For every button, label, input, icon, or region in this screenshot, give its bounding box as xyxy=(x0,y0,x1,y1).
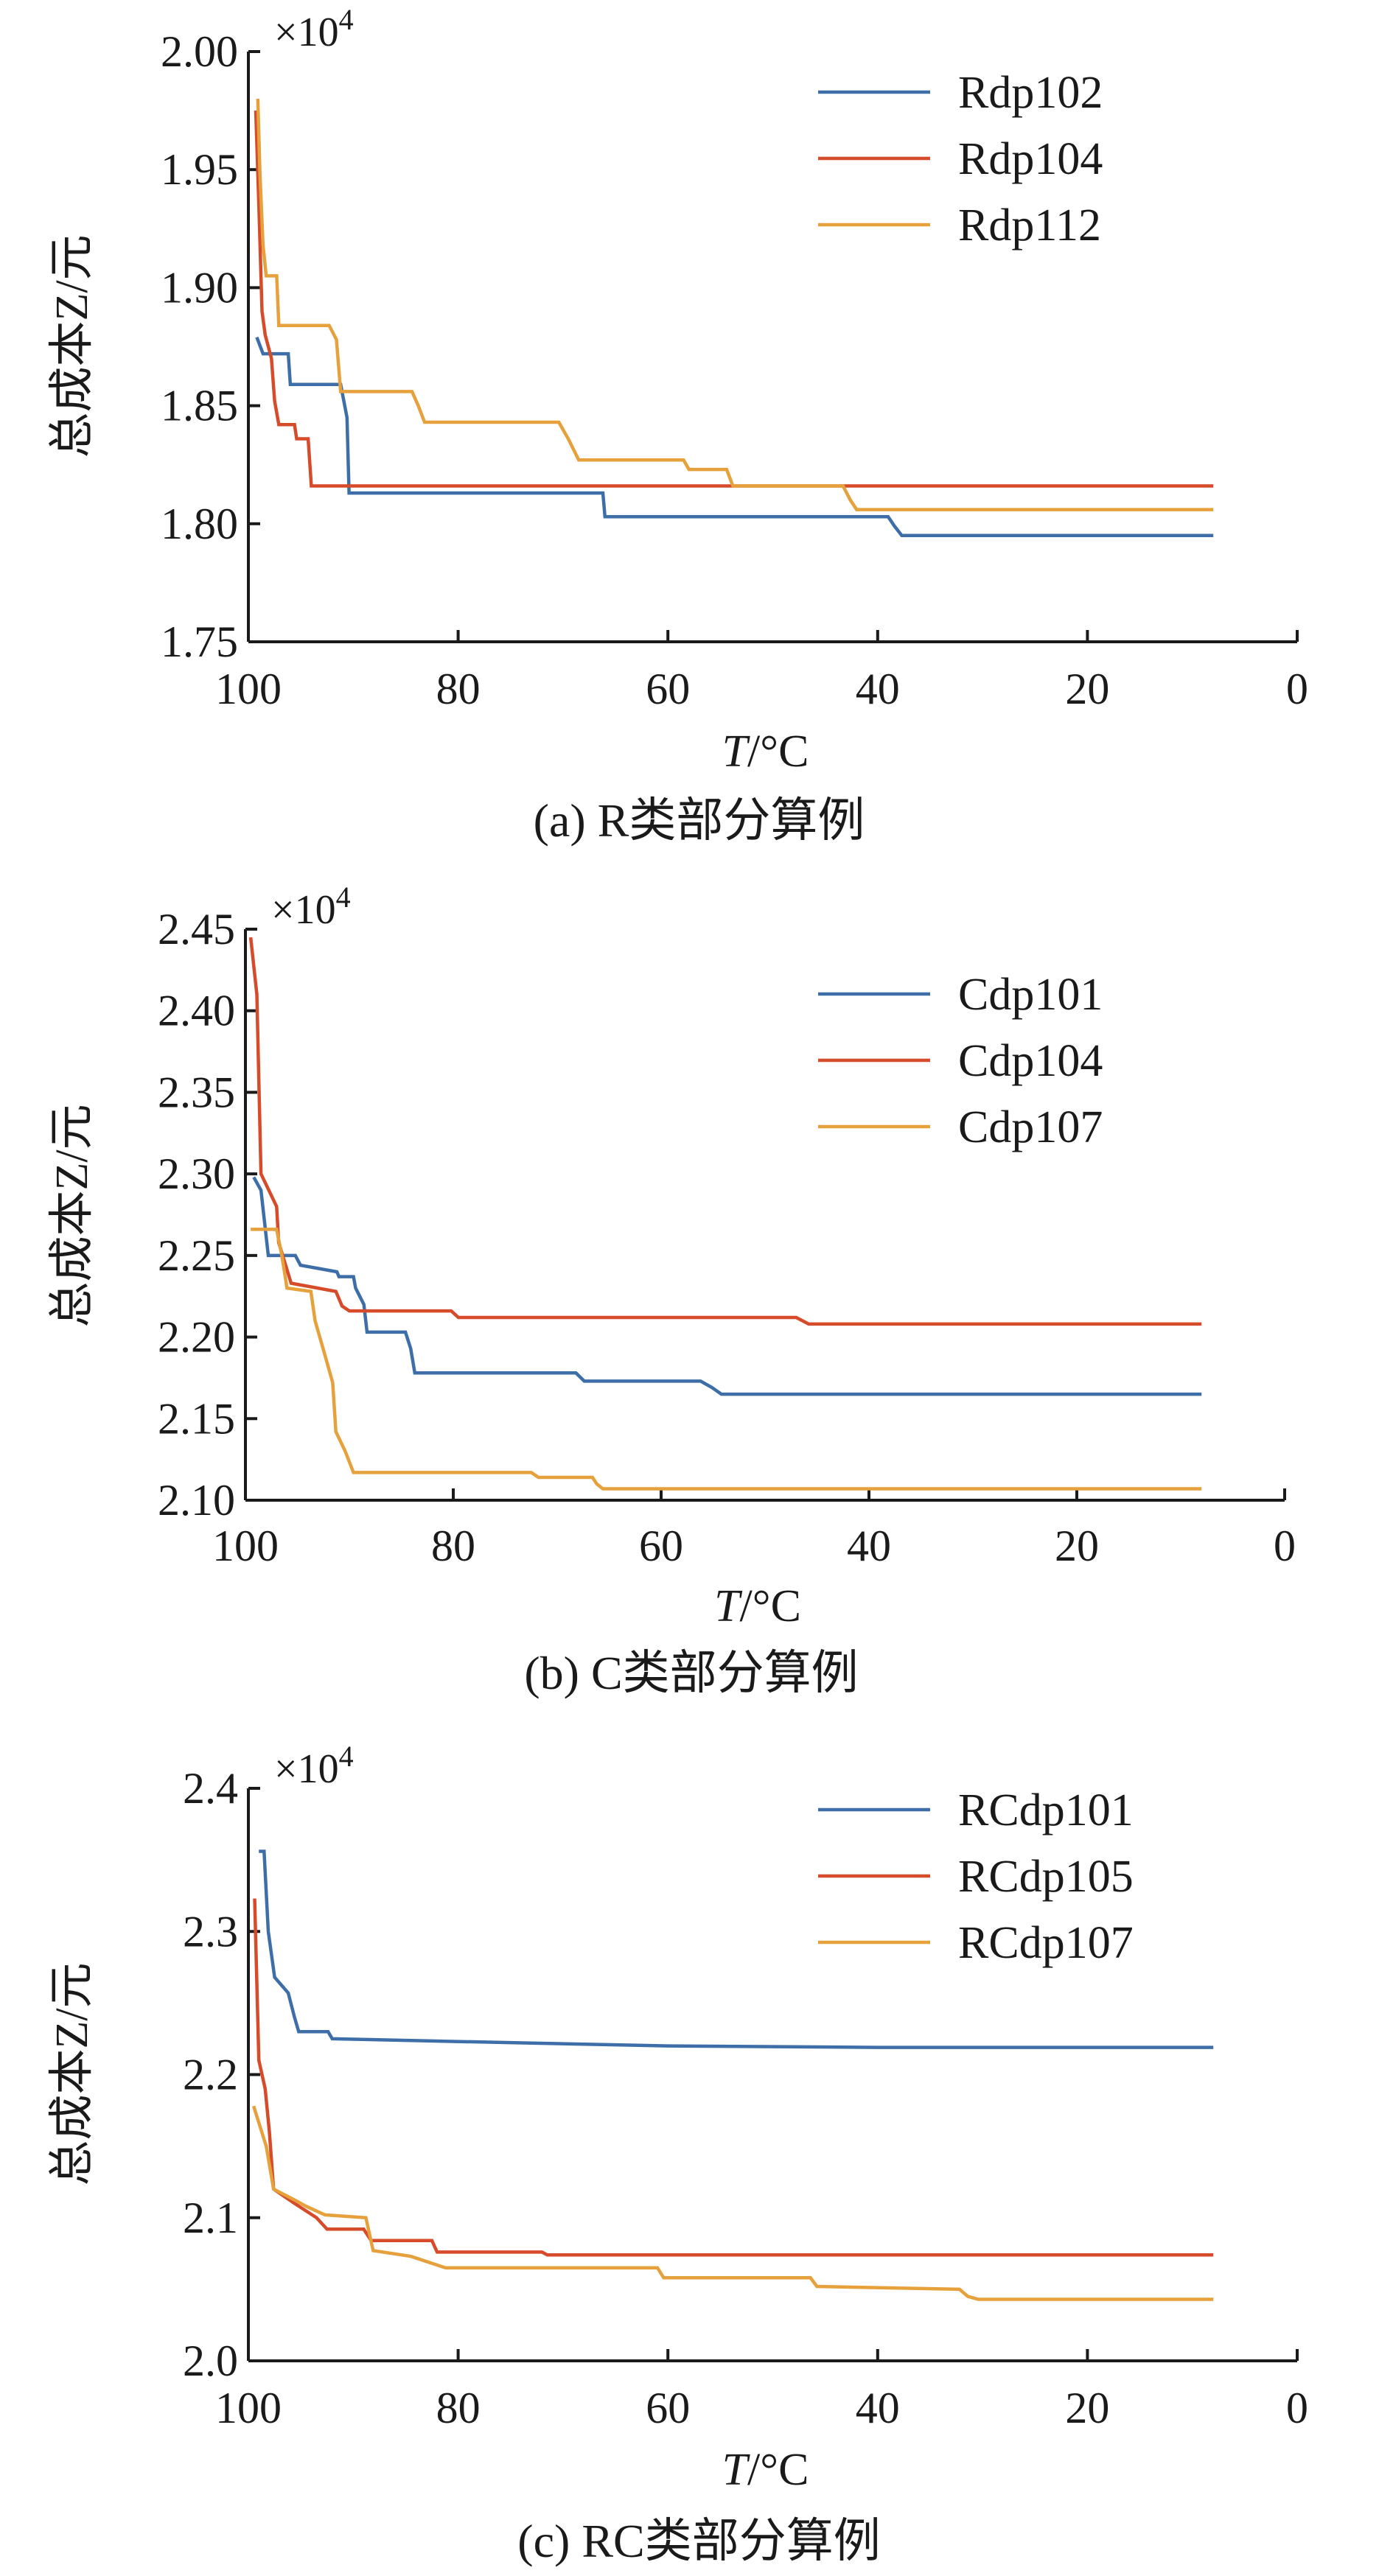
legend-label-rdp112: Rdp112 xyxy=(958,200,1101,251)
y-tick-label: 2.0 xyxy=(183,2337,238,2385)
x-tick-label: 60 xyxy=(639,1522,683,1570)
y-tick-label: 2.35 xyxy=(158,1068,235,1116)
y-exponent-label: ×104 xyxy=(271,881,351,933)
y-axis-label: 总成本Z/元 xyxy=(47,1104,97,1327)
x-tick-label: 0 xyxy=(1274,1522,1296,1570)
y-tick-label: 2.25 xyxy=(158,1231,235,1280)
series-line-rdp104 xyxy=(254,111,1214,488)
x-tick-label: 100 xyxy=(212,1522,279,1570)
series-line-rcdp105 xyxy=(253,1898,1214,2257)
x-tick-label: 40 xyxy=(847,1522,891,1570)
series-line-cdp107 xyxy=(251,1228,1202,1491)
x-axis-label-symbol: T xyxy=(722,727,751,777)
panel-caption: (b) C类部分算例 xyxy=(524,1647,858,1699)
series-line-rcdp107 xyxy=(251,2105,1214,2301)
y-tick-label: 1.95 xyxy=(161,145,238,194)
y-tick-label: 2.30 xyxy=(158,1149,235,1198)
y-tick-label: 1.75 xyxy=(161,617,238,666)
y-tick-label: 2.45 xyxy=(158,905,235,953)
panel-caption: (c) RC类部分算例 xyxy=(517,2515,880,2567)
series-line-rcdp101 xyxy=(259,1849,1214,2049)
x-tick-label: 60 xyxy=(646,665,690,713)
x-axis-label-symbol: T xyxy=(722,2445,751,2495)
x-tick-label: 60 xyxy=(646,2384,690,2432)
legend-label-rcdp107: RCdp107 xyxy=(958,1918,1134,1968)
x-axis-label: T/°C xyxy=(722,2445,809,2495)
panel-caption: (a) R类部分算例 xyxy=(534,794,865,847)
y-axis-label: 总成本Z/元 xyxy=(47,234,97,458)
legend-label-rdp104: Rdp104 xyxy=(958,134,1103,184)
x-axis-label-unit: /°C xyxy=(747,727,809,777)
y-tick-label: 2.15 xyxy=(158,1394,235,1443)
x-tick-label: 0 xyxy=(1286,665,1308,713)
y-tick-label: 2.40 xyxy=(158,987,235,1035)
x-tick-label: 40 xyxy=(856,2384,900,2432)
x-axis-label: T/°C xyxy=(722,727,809,777)
panel-1: 1.75 1.80 1.85 1.90 1.95 2.00 100 80 60 40 20 0 ×104… xyxy=(47,3,1308,847)
legend: Rdp102 Rdp104 Rdp112 xyxy=(818,68,1103,251)
y-axis-label: 总成本Z/元 xyxy=(47,1962,97,2185)
series-line-cdp101 xyxy=(252,1176,1202,1396)
y-tick-label: 2.00 xyxy=(161,27,238,76)
x-axis-label-unit: /°C xyxy=(747,2445,809,2495)
y-tick-label: 1.80 xyxy=(161,500,238,548)
y-tick-label: 2.1 xyxy=(183,2194,238,2242)
legend-label-cdp107: Cdp107 xyxy=(958,1102,1103,1152)
x-tick-label: 0 xyxy=(1286,2384,1308,2432)
y-exponent-label: ×104 xyxy=(274,1740,354,1792)
legend: RCdp101 RCdp105 RCdp107 xyxy=(818,1785,1134,1968)
y-exponent-base: ×10 xyxy=(274,1746,339,1792)
y-exponent-base: ×10 xyxy=(271,887,336,933)
x-tick-label: 100 xyxy=(215,665,282,713)
y-exponent-power: 4 xyxy=(339,1740,354,1773)
y-tick-label: 1.85 xyxy=(161,382,238,430)
y-tick-label: 2.2 xyxy=(183,2051,238,2099)
panel-3: 2.0 2.1 2.2 2.3 2.4 100 80 60 40 20 0 ×104 总成本Z/元 T/°… xyxy=(47,1740,1308,2567)
panel-2: 2.10 2.15 2.20 2.25 2.30 2.35 2.40 2.45 100 80 60 4… xyxy=(47,881,1296,1699)
y-tick-label: 2.4 xyxy=(183,1764,238,1813)
x-tick-label: 20 xyxy=(1055,1522,1099,1570)
y-tick-label: 2.3 xyxy=(183,1907,238,1956)
x-axis-label-symbol: T xyxy=(714,1581,743,1631)
series-line-rdp112 xyxy=(256,99,1214,511)
x-tick-label: 20 xyxy=(1065,2384,1109,2432)
x-axis-label: T/°C xyxy=(714,1581,801,1631)
y-tick-label: 1.90 xyxy=(161,263,238,312)
legend-label-rcdp105: RCdp105 xyxy=(958,1852,1134,1902)
legend-label-rcdp101: RCdp101 xyxy=(958,1785,1134,1835)
legend: Cdp101 Cdp104 Cdp107 xyxy=(818,970,1103,1152)
x-axis-label-unit: /°C xyxy=(740,1581,801,1631)
x-tick-label: 80 xyxy=(431,1522,475,1570)
x-tick-label: 80 xyxy=(436,665,481,713)
y-tick-label: 2.10 xyxy=(158,1476,235,1525)
y-exponent-power: 4 xyxy=(339,3,354,36)
x-tick-label: 80 xyxy=(436,2384,481,2432)
x-tick-label: 100 xyxy=(215,2384,282,2432)
y-exponent-base: ×10 xyxy=(274,10,339,55)
x-tick-label: 40 xyxy=(856,665,900,713)
legend-label-cdp104: Cdp104 xyxy=(958,1036,1103,1086)
legend-label-cdp101: Cdp101 xyxy=(958,970,1103,1020)
legend-label-rdp102: Rdp102 xyxy=(958,68,1103,118)
y-tick-label: 2.20 xyxy=(158,1313,235,1362)
series-line-rdp102 xyxy=(255,336,1214,538)
x-tick-label: 20 xyxy=(1065,665,1109,713)
y-exponent-power: 4 xyxy=(336,881,351,914)
series-line-cdp104 xyxy=(248,937,1202,1326)
y-exponent-label: ×104 xyxy=(274,3,354,55)
